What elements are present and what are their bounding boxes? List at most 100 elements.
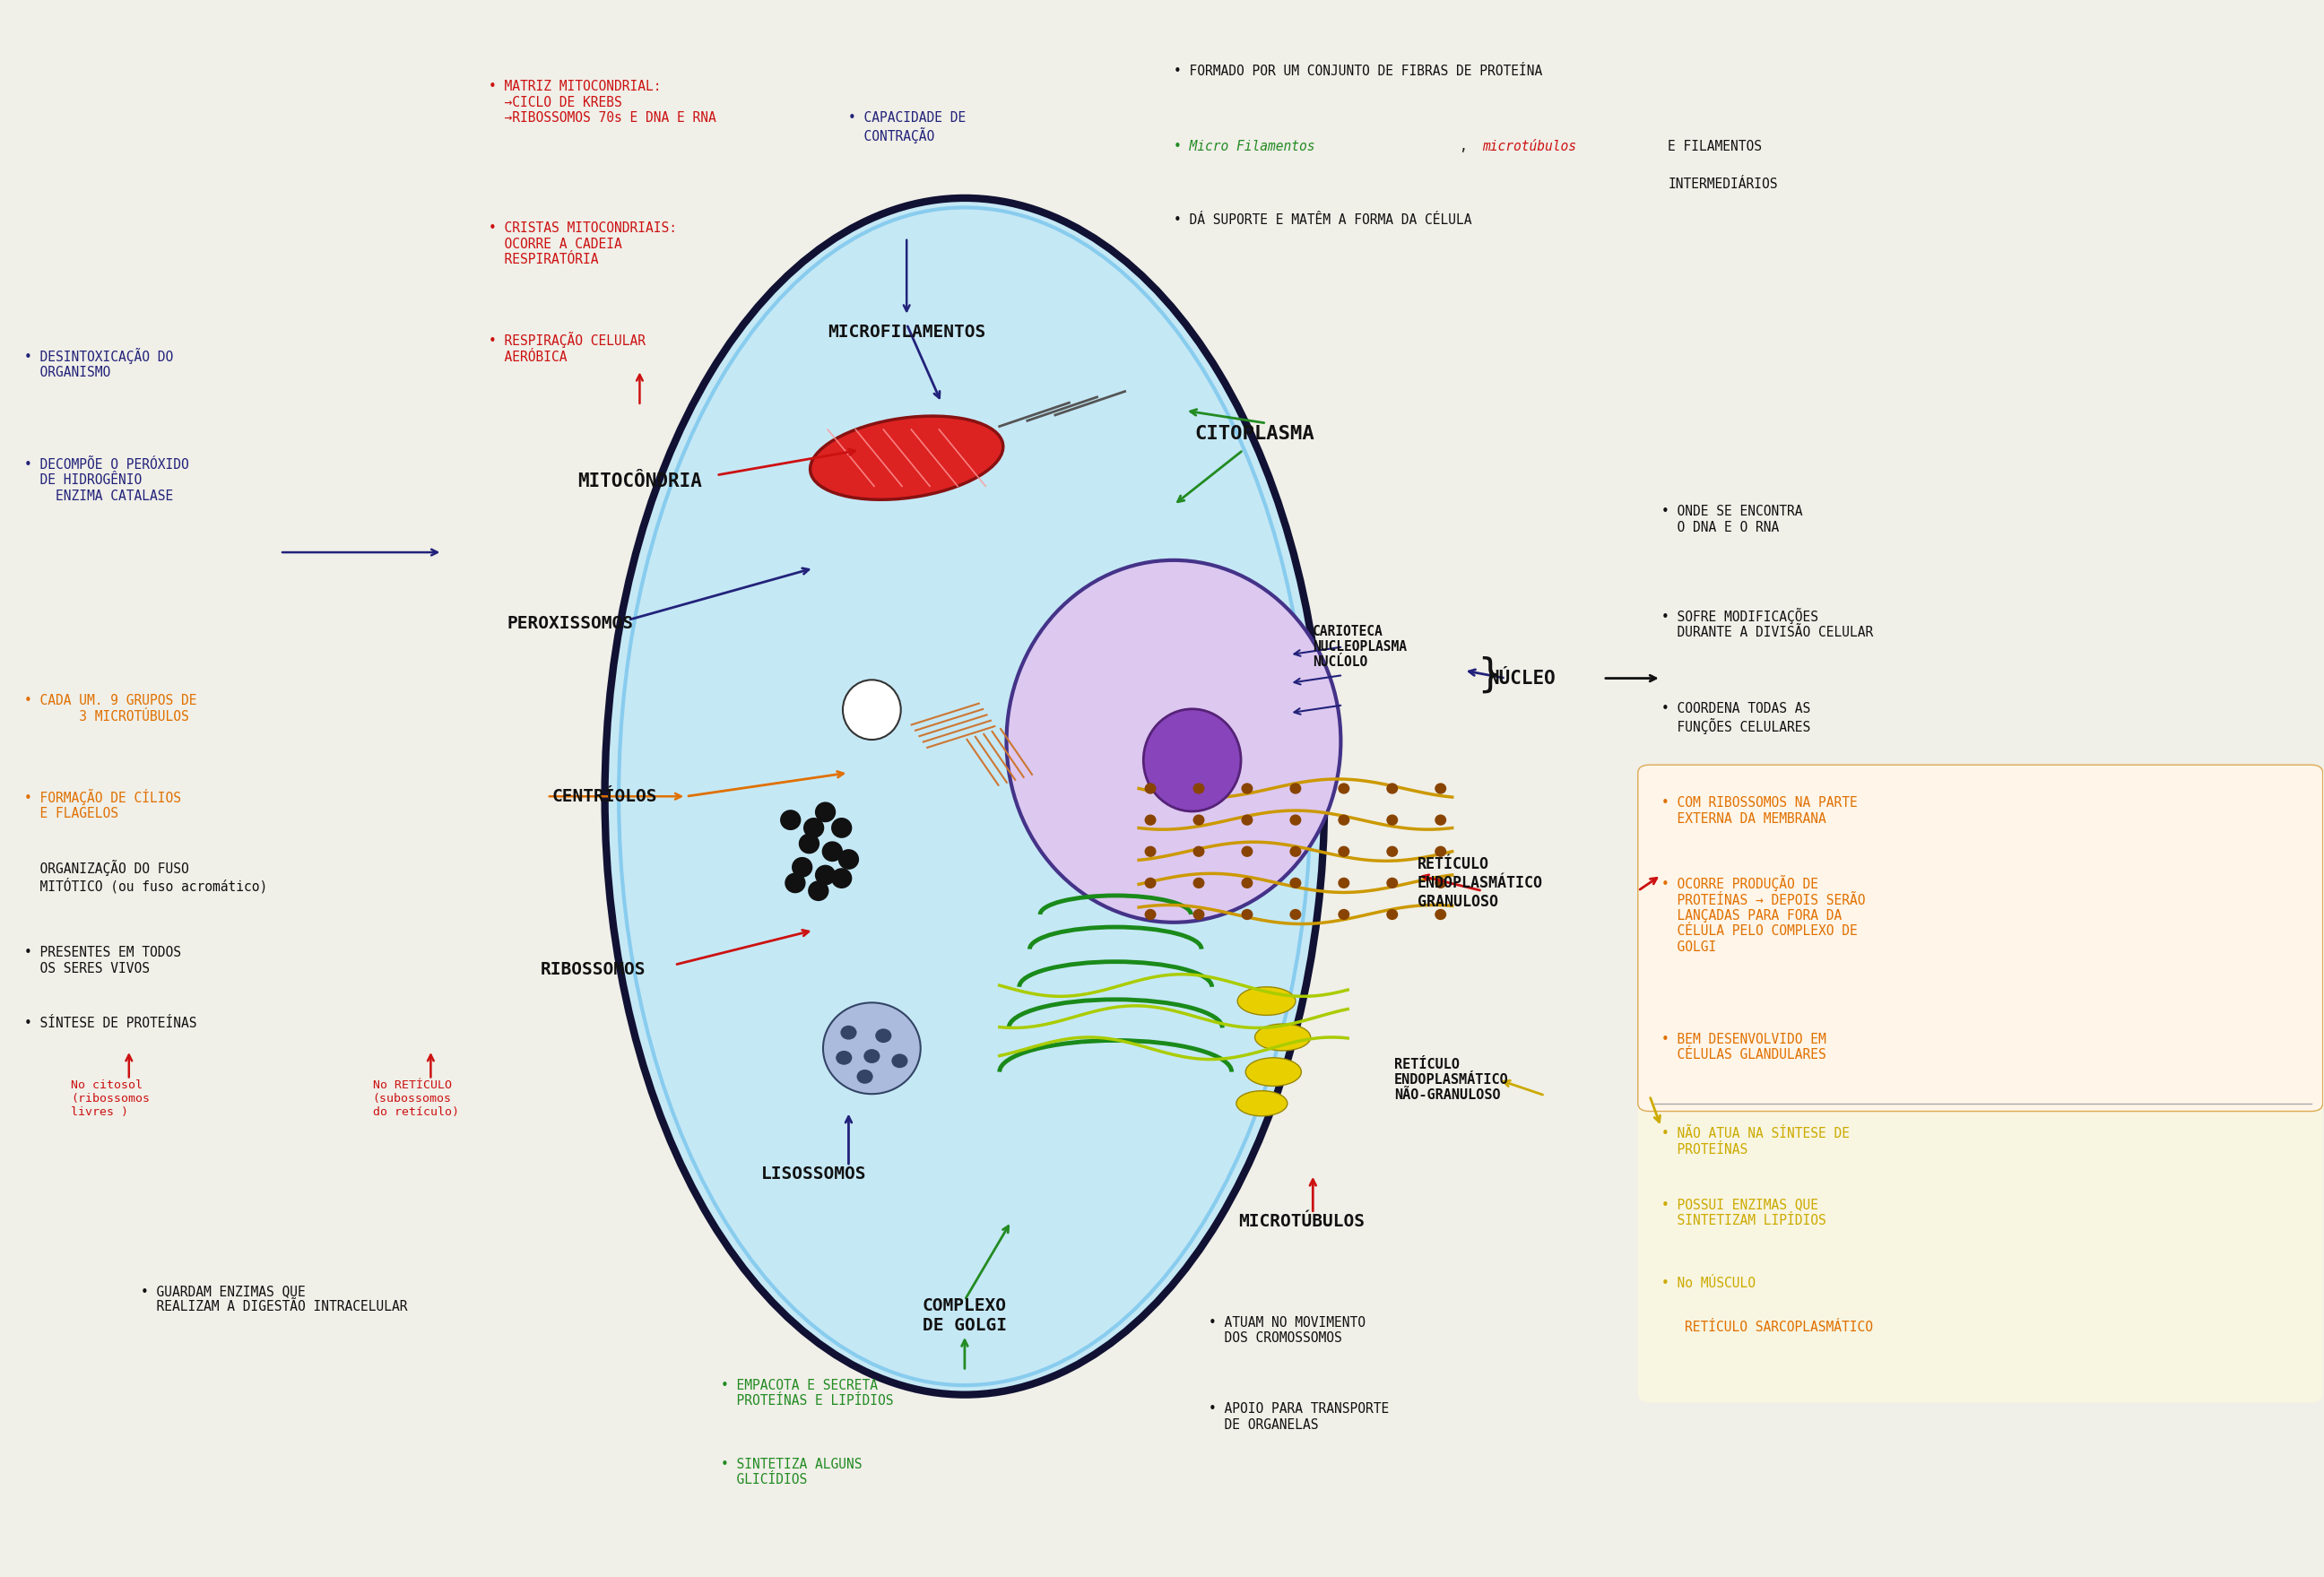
Ellipse shape [844, 680, 902, 740]
Text: • COORDENA TODAS AS
  FUNÇÕES CELULARES: • COORDENA TODAS AS FUNÇÕES CELULARES [1662, 702, 1810, 735]
Text: COMPLEXO
DE GOLGI: COMPLEXO DE GOLGI [923, 1298, 1006, 1334]
Text: INTERMEDIÁRIOS: INTERMEDIÁRIOS [1669, 178, 1778, 191]
Ellipse shape [1339, 814, 1350, 825]
Text: • SINTETIZA ALGUNS
  GLICÍDIOS: • SINTETIZA ALGUNS GLICÍDIOS [720, 1457, 862, 1487]
Ellipse shape [1387, 845, 1399, 856]
Ellipse shape [1146, 784, 1157, 793]
Ellipse shape [1192, 784, 1204, 793]
Text: • ONDE SE ENCONTRA
  O DNA E O RNA: • ONDE SE ENCONTRA O DNA E O RNA [1662, 505, 1803, 535]
Text: • FORMAÇÃO DE CÍLIOS
  E FLAGELOS: • FORMAÇÃO DE CÍLIOS E FLAGELOS [26, 788, 181, 820]
Ellipse shape [1146, 877, 1157, 888]
Ellipse shape [1434, 784, 1446, 793]
FancyBboxPatch shape [1638, 1096, 2322, 1402]
Ellipse shape [1339, 908, 1350, 919]
Text: • DESINTOXICAÇÃO DO
  ORGANISMO: • DESINTOXICAÇÃO DO ORGANISMO [26, 347, 174, 380]
Text: E FILAMENTOS: E FILAMENTOS [1669, 140, 1762, 153]
Text: • BEM DESENVOLVIDO EM
  CÉLULAS GLANDULARES: • BEM DESENVOLVIDO EM CÉLULAS GLANDULARE… [1662, 1033, 1827, 1061]
Ellipse shape [1192, 814, 1204, 825]
Text: • NÃO ATUA NA SÍNTESE DE
  PROTEÍNAS: • NÃO ATUA NA SÍNTESE DE PROTEÍNAS [1662, 1128, 1850, 1156]
Ellipse shape [823, 841, 844, 861]
Ellipse shape [1192, 877, 1204, 888]
Ellipse shape [1241, 908, 1253, 919]
Text: • RESPIRAÇÃO CELULAR
  AERÓBICA: • RESPIRAÇÃO CELULAR AERÓBICA [488, 331, 646, 364]
Text: • CAPACIDADE DE
  CONTRAÇÃO: • CAPACIDADE DE CONTRAÇÃO [848, 112, 967, 144]
Ellipse shape [865, 1049, 881, 1063]
Ellipse shape [781, 809, 802, 830]
Text: • SÍNTESE DE PROTEÍNAS: • SÍNTESE DE PROTEÍNAS [26, 1017, 198, 1030]
Text: PEROXISSOMOS: PEROXISSOMOS [507, 615, 632, 632]
Text: • SOFRE MODIFICAÇÕES
  DURANTE A DIVISÃO CELULAR: • SOFRE MODIFICAÇÕES DURANTE A DIVISÃO C… [1662, 607, 1873, 639]
Text: • GUARDAM ENZIMAS QUE
  REALIZAM A DIGESTÃO INTRACELULAR: • GUARDAM ENZIMAS QUE REALIZAM A DIGESTÃ… [139, 1285, 407, 1314]
Text: • DÁ SUPORTE E MATÊM A FORMA DA CÉLULA: • DÁ SUPORTE E MATÊM A FORMA DA CÉLULA [1174, 214, 1471, 227]
Ellipse shape [1192, 908, 1204, 919]
Ellipse shape [832, 867, 853, 888]
Ellipse shape [1290, 845, 1301, 856]
Text: MICROFILAMENTOS: MICROFILAMENTOS [827, 323, 985, 341]
Text: RIBOSSOMOS: RIBOSSOMOS [541, 960, 646, 978]
Ellipse shape [1255, 1023, 1311, 1050]
Ellipse shape [832, 817, 853, 837]
Text: CITOPLASMA: CITOPLASMA [1195, 426, 1315, 443]
Ellipse shape [1236, 1091, 1287, 1117]
Ellipse shape [837, 1050, 853, 1064]
Text: RETÍCULO
ENDOPLASMÁTICO
NÃO-GRANULOSO: RETÍCULO ENDOPLASMÁTICO NÃO-GRANULOSO [1394, 1058, 1508, 1102]
Text: microtúbulos: microtúbulos [1483, 140, 1576, 153]
Ellipse shape [1290, 908, 1301, 919]
Ellipse shape [816, 801, 837, 822]
Ellipse shape [1339, 784, 1350, 793]
Text: }: } [1478, 656, 1501, 694]
Ellipse shape [839, 848, 860, 869]
Ellipse shape [1241, 877, 1253, 888]
Ellipse shape [1434, 845, 1446, 856]
Text: • ATUAM NO MOVIMENTO
  DOS CROMOSSOMOS: • ATUAM NO MOVIMENTO DOS CROMOSSOMOS [1208, 1315, 1364, 1345]
Ellipse shape [809, 880, 830, 900]
Ellipse shape [1434, 908, 1446, 919]
Ellipse shape [1387, 908, 1399, 919]
Text: • DECOMPÕE O PERÓXIDO
  DE HIDROGÊNIO
    ENZIMA CATALASE: • DECOMPÕE O PERÓXIDO DE HIDROGÊNIO ENZI… [26, 457, 188, 503]
Ellipse shape [892, 1053, 909, 1068]
Ellipse shape [1146, 908, 1157, 919]
Ellipse shape [1236, 987, 1294, 1016]
Text: LISOSSOMOS: LISOSSOMOS [760, 1165, 867, 1183]
Text: • Micro Filamentos: • Micro Filamentos [1174, 140, 1315, 153]
Ellipse shape [1290, 784, 1301, 793]
Ellipse shape [1143, 710, 1241, 811]
Text: • APOIO PARA TRANSPORTE
  DE ORGANELAS: • APOIO PARA TRANSPORTE DE ORGANELAS [1208, 1402, 1390, 1432]
Text: RETÍCULO SARCOPLASMÁTICO: RETÍCULO SARCOPLASMÁTICO [1685, 1320, 1873, 1334]
Ellipse shape [823, 1003, 920, 1094]
Ellipse shape [1387, 784, 1399, 793]
Ellipse shape [604, 199, 1325, 1394]
Text: • OCORRE PRODUÇÃO DE
  PROTEÍNAS → DEPOIS SERÃO
  LANÇADAS PARA FORA DA
  CÉLULA: • OCORRE PRODUÇÃO DE PROTEÍNAS → DEPOIS … [1662, 875, 1866, 954]
Ellipse shape [816, 864, 837, 885]
Ellipse shape [786, 872, 806, 893]
Ellipse shape [792, 856, 813, 877]
Ellipse shape [876, 1028, 892, 1042]
Ellipse shape [1241, 784, 1253, 793]
Text: • CADA UM. 9 GRUPOS DE
       3 MICROTÚBULOS: • CADA UM. 9 GRUPOS DE 3 MICROTÚBULOS [26, 694, 198, 724]
Ellipse shape [1241, 814, 1253, 825]
Ellipse shape [841, 1025, 858, 1039]
Ellipse shape [1241, 845, 1253, 856]
Text: • EMPACOTA E SECRETA
  PROTEÍNAS E LIPÍDIOS: • EMPACOTA E SECRETA PROTEÍNAS E LIPÍDIO… [720, 1378, 892, 1408]
Ellipse shape [1387, 814, 1399, 825]
Text: RETÍCULO
ENDOPLASMÁTICO
GRANULOSO: RETÍCULO ENDOPLASMÁTICO GRANULOSO [1418, 856, 1543, 910]
Ellipse shape [804, 817, 825, 837]
Ellipse shape [799, 833, 820, 853]
Ellipse shape [1339, 845, 1350, 856]
Text: ,: , [1459, 140, 1466, 153]
Text: • CRISTAS MITOCONDRIAIS:
  OCORRE A CADEIA
  RESPIRATÓRIA: • CRISTAS MITOCONDRIAIS: OCORRE A CADEIA… [488, 222, 676, 267]
Ellipse shape [1434, 814, 1446, 825]
Text: • POSSUI ENZIMAS QUE
  SINTETIZAM LIPÍDIOS: • POSSUI ENZIMAS QUE SINTETIZAM LIPÍDIOS [1662, 1199, 1827, 1227]
Ellipse shape [1387, 877, 1399, 888]
Text: CARIOTECA
NUCLEOPLASMA
NUCĹOLO: CARIOTECA NUCLEOPLASMA NUCĹOLO [1313, 624, 1406, 669]
Ellipse shape [858, 1069, 874, 1083]
Text: No RETÍCULO
(subossomos
do retículo): No RETÍCULO (subossomos do retículo) [372, 1080, 458, 1118]
Text: • COM RIBOSSOMOS NA PARTE
  EXTERNA DA MEMBRANA: • COM RIBOSSOMOS NA PARTE EXTERNA DA MEM… [1662, 796, 1857, 825]
Text: • FORMADO POR UM CONJUNTO DE FIBRAS DE PROTEÍNA: • FORMADO POR UM CONJUNTO DE FIBRAS DE P… [1174, 65, 1543, 77]
Text: MITOCÔNDRIA: MITOCÔNDRIA [576, 473, 702, 490]
Ellipse shape [1290, 877, 1301, 888]
Text: ORGANIZAÇÃO DO FUSO
  MITÓTICO (ou fuso acromático): ORGANIZAÇÃO DO FUSO MITÓTICO (ou fuso ac… [26, 859, 267, 894]
Text: CENTRÍOLOS: CENTRÍOLOS [553, 788, 658, 804]
Ellipse shape [811, 416, 1004, 500]
Ellipse shape [1006, 560, 1341, 923]
